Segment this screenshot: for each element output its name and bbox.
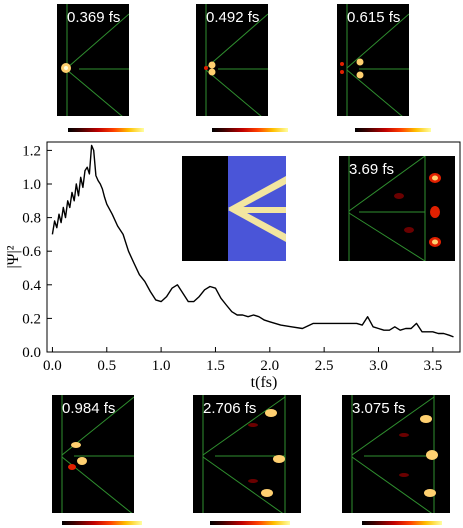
- snapshot-top-2: 0.492 fs: [196, 4, 268, 116]
- x-tick-label: 0.0: [43, 358, 62, 374]
- colorbar: [62, 521, 142, 525]
- y-tick-label: 0.2: [22, 311, 41, 327]
- waveguide-outline: [61, 4, 129, 116]
- snapshot-top-1: 0.369 fs: [57, 4, 129, 116]
- waveguide-outline: [202, 395, 286, 513]
- snapshot-time-label: 0.984 fs: [62, 400, 116, 417]
- plot-frame: [46, 141, 461, 353]
- snapshot-top-3: 0.615 fs: [337, 4, 409, 116]
- y-axis-label: |Ψ|²: [5, 245, 22, 268]
- snapshot-inset: 3.69 fs: [339, 156, 455, 261]
- wavepacket: [420, 415, 432, 423]
- x-tick-label: 2.0: [260, 358, 279, 374]
- x-tick-label: 1.0: [152, 358, 171, 374]
- snapshot-time-label: 0.369 fs: [67, 9, 121, 26]
- waveguide-outline: [351, 395, 438, 513]
- series-layer: [51, 144, 454, 338]
- x-tick-label: 2.5: [315, 358, 334, 374]
- snapshot-bottom-2: 2.706 fs: [193, 395, 301, 513]
- wavepacket: [432, 175, 438, 181]
- snapshot-time-label: 0.615 fs: [347, 9, 401, 26]
- colorbar: [210, 521, 290, 525]
- wavepacket: [71, 442, 81, 448]
- series-line-0: [51, 144, 454, 338]
- wavepacket: [208, 61, 216, 69]
- wavepacket: [265, 409, 277, 417]
- y-tick-label: 0.6: [22, 244, 41, 260]
- snapshot-time-label: 3.075 fs: [352, 400, 406, 417]
- colorbar: [212, 128, 288, 132]
- waveguide-outline: [348, 156, 441, 261]
- waveguide-geometry: [182, 156, 286, 261]
- x-tick-label: 3.0: [369, 358, 388, 374]
- snapshot-bottom-3: 3.075 fs: [342, 395, 450, 513]
- snapshot-time-label: 3.69 fs: [349, 161, 395, 178]
- wavepacket: [356, 58, 364, 66]
- colorbar: [68, 128, 144, 132]
- colorbar: [355, 128, 431, 132]
- y-tick-label: 0.0: [22, 345, 41, 361]
- snapshot-time-label: 2.706 fs: [203, 400, 257, 417]
- waveguide-outline: [61, 395, 134, 513]
- density-vs-time-chart: 0.0 0.5 1.0 1.5 2.0 2.5 3.0 3.5 0.0 0.2 0.4 0.6 0.8 1…: [5, 141, 461, 390]
- waveguide-outline: [340, 4, 409, 116]
- snapshot-bottom-1: 0.984 fs: [52, 395, 134, 513]
- plot-axes: 0.0 0.5 1.0 1.5 2.0 2.5 3.0 3.5 0.0 0.2 0.4 0.6 0.8 1…: [22, 141, 461, 374]
- inset-geometry: [182, 156, 286, 261]
- y-tick-label: 1.0: [22, 177, 41, 193]
- y-tick-label: 0.8: [22, 211, 41, 227]
- snapshot-time-label: 0.492 fs: [206, 9, 260, 26]
- y-tick-label: 1.2: [22, 143, 41, 159]
- colorbar: [362, 521, 442, 525]
- x-tick-label: 1.5: [206, 358, 225, 374]
- waveguide-outline: [204, 4, 268, 116]
- x-axis-label: t(fs): [251, 374, 278, 390]
- y-tick-label: 0.4: [22, 278, 41, 294]
- x-tick-label: 3.5: [423, 358, 442, 374]
- x-tick-label: 0.5: [97, 358, 116, 374]
